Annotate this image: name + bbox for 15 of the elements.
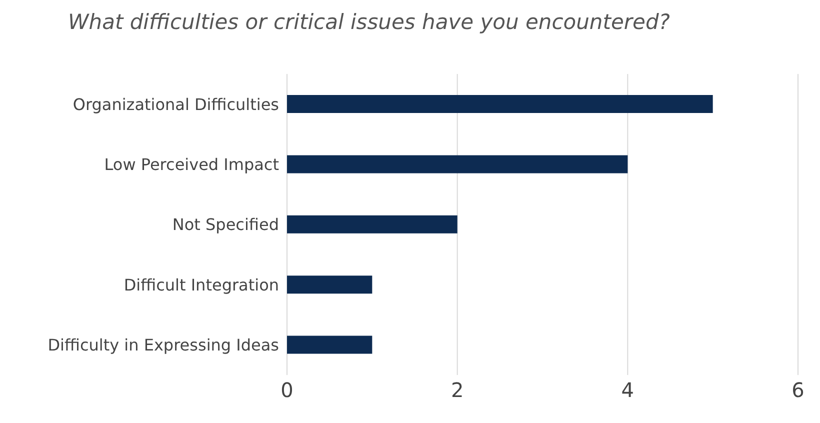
x-tick-label: 6 bbox=[792, 378, 804, 402]
x-tick-label: 4 bbox=[621, 378, 634, 402]
x-tick-label: 0 bbox=[280, 378, 294, 402]
bar bbox=[287, 95, 713, 113]
bar bbox=[287, 155, 628, 174]
y-tick-label: Difficulty in Expressing Ideas bbox=[48, 336, 279, 355]
y-tick-label: Not Specified bbox=[172, 215, 279, 234]
y-tick-label: Difficult Integration bbox=[124, 275, 279, 294]
bar bbox=[287, 336, 372, 354]
chart-title: What difficulties or critical issues have you encountered? bbox=[67, 9, 671, 36]
bar bbox=[287, 276, 372, 294]
bar bbox=[287, 215, 458, 234]
x-tick-label: 2 bbox=[450, 378, 464, 402]
y-tick-label: Low Perceived Impact bbox=[104, 154, 279, 174]
y-tick-label: Organizational Difficulties bbox=[72, 94, 279, 114]
